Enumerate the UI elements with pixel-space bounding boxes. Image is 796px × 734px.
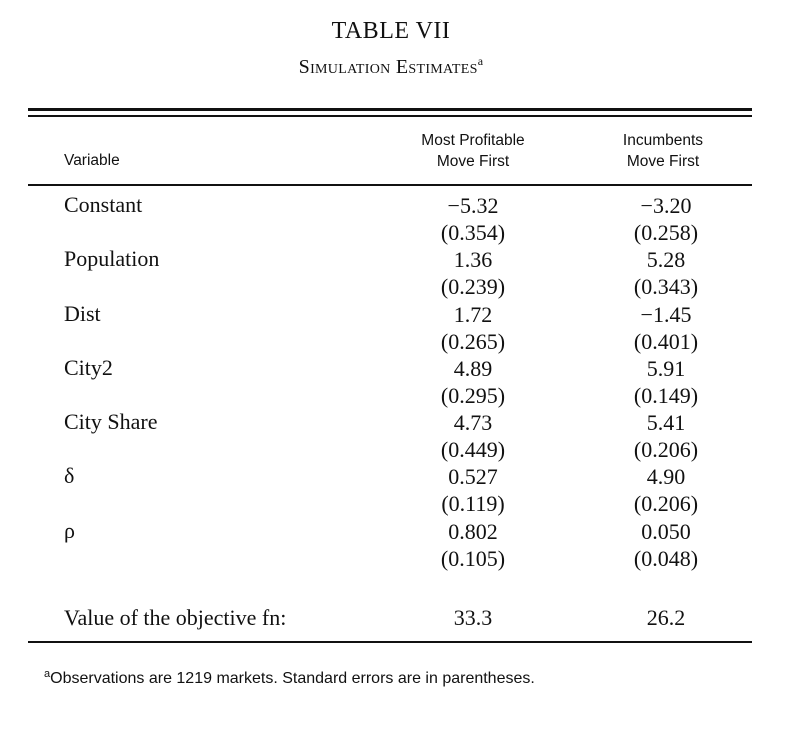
row-variable: City Share [64,409,158,435]
stderr-most-profitable: (0.354) [440,220,506,245]
table-title: TABLE VII [331,18,451,44]
row-variable: δ [64,463,75,489]
subtitle-text: Simulation Estimates [298,56,478,78]
table-footnote: aObservations are 1219 markets. Standard… [44,668,535,688]
stderr-incumbents: (0.206) [633,437,699,463]
stderr-most-profitable: (0.265) [440,328,506,354]
estimate-incumbents: −1.45 [640,301,692,327]
estimate-incumbents: 5.28 [646,247,686,273]
stderr-most-profitable: (0.239) [440,274,506,300]
header-most-profitable: Most Profitable Move First [378,130,568,172]
estimate-incumbents: −3.20 [640,193,692,218]
estimate-most-profitable: 0.527 [448,464,498,490]
table-row: City Share 4.73 (0.449) 5.41 (0.206) [0,409,796,463]
table-row: δ 0.527 (0.119) 4.90 (0.206) [0,463,796,517]
objective-most-profitable: 33.3 [453,605,493,630]
estimate-incumbents: 4.90 [646,464,686,490]
stderr-most-profitable: (0.295) [440,382,506,408]
stderr-incumbents: (0.343) [633,274,699,300]
stderr-incumbents: (0.149) [633,382,699,408]
table-subtitle: Simulation Estimatesa [0,54,782,79]
table-row: Constant −5.32 (0.354) −3.20 (0.258) [0,192,796,246]
estimate-incumbents: 0.050 [641,518,691,544]
row-variable: Dist [64,300,101,326]
stderr-incumbents: (0.206) [633,491,699,517]
row-variable: Constant [64,192,143,217]
top-rule-thin [28,115,752,117]
stderr-most-profitable: (0.119) [441,491,505,517]
header-col1-line1: Most Profitable [421,132,525,149]
footnote-marker: a [44,668,51,680]
row-variable: ρ [64,517,75,543]
header-incumbents: Incumbents Move First [568,130,758,172]
header-col2-line2: Move First [626,153,700,170]
estimate-most-profitable: 1.72 [453,301,493,327]
table-row: Dist 1.72 (0.265) −1.45 (0.401) [0,301,796,355]
stderr-most-profitable: (0.449) [440,437,506,463]
stderr-most-profitable: (0.105) [440,545,506,571]
row-variable: Population [64,246,160,272]
row-variable: City2 [64,354,113,380]
stderr-incumbents: (0.258) [633,220,699,245]
table-row: City2 4.89 (0.295) 5.91 (0.149) [0,355,796,409]
table-row: Population 1.36 (0.239) 5.28 (0.343) [0,246,796,300]
estimate-most-profitable: 4.73 [453,410,493,436]
bottom-rule [28,641,752,643]
estimate-most-profitable: 4.89 [453,355,493,381]
header-rule [28,184,752,186]
top-rule-thick [28,108,752,111]
stderr-incumbents: (0.048) [633,545,699,571]
header-variable: Variable [64,152,120,169]
footnote-text: Observations are 1219 markets. Standard … [50,670,535,687]
estimate-most-profitable: 1.36 [453,247,493,273]
estimate-most-profitable: −5.32 [447,193,499,218]
stderr-incumbents: (0.401) [633,328,699,354]
objective-label: Value of the objective fn: [64,605,287,630]
subtitle-footnote-marker: a [477,54,484,68]
estimate-most-profitable: 0.802 [448,518,498,544]
objective-incumbents: 26.2 [646,605,686,630]
table-body: Constant −5.32 (0.354) −3.20 (0.258) Pop… [0,192,796,572]
header-col2-line1: Incumbents [622,132,704,149]
header-col1-line2: Move First [436,153,510,170]
estimate-incumbents: 5.41 [646,410,686,436]
table-row: ρ 0.802 (0.105) 0.050 (0.048) [0,518,796,572]
estimate-incumbents: 5.91 [646,355,686,381]
